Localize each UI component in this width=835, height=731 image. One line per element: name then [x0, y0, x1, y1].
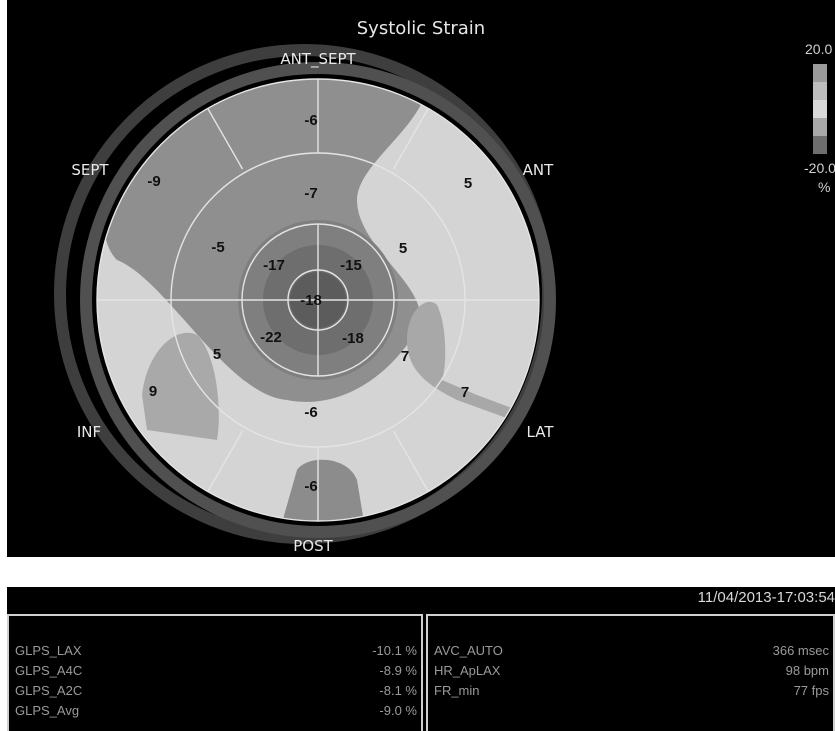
bullseye-viewer: ANT_SEPT ANT SEPT INF LAT POST -6 -9 5 9…	[7, 0, 835, 557]
timing-table: AVC_AUTO 366 msec HR_ApLAX 98 bpm FR_min…	[426, 614, 835, 731]
table-row: GLPS_A4C -8.9 %	[15, 663, 417, 681]
segment-value: 5	[399, 240, 407, 257]
label-sept: SEPT	[71, 161, 109, 179]
row-label: FR_min	[434, 683, 480, 698]
strain-region-inferior	[142, 332, 219, 440]
segment-value: 9	[149, 383, 157, 400]
segment-value: 7	[401, 348, 409, 365]
strain-region-lateral	[407, 301, 517, 420]
row-label: AVC_AUTO	[434, 643, 503, 658]
label-ant: ANT	[523, 161, 554, 179]
scale-unit: %	[818, 179, 831, 195]
row-label: GLPS_A2C	[15, 683, 83, 698]
segment-value: -6	[304, 112, 317, 129]
bullseye-plot: ANT_SEPT ANT SEPT INF LAT POST -6 -9 5 9…	[54, 44, 556, 555]
table-row: FR_min 77 fps	[434, 683, 829, 701]
segment-value: -6	[304, 404, 317, 421]
row-value: -8.9 %	[379, 663, 417, 678]
color-scale-bar	[813, 64, 827, 154]
row-value: 98 bpm	[785, 663, 829, 678]
row-label: GLPS_A4C	[15, 663, 83, 678]
row-label: GLPS_LAX	[15, 643, 82, 658]
segment-value: -15	[340, 257, 362, 274]
segment-value: -6	[304, 478, 317, 495]
segment-value: -18	[300, 292, 322, 309]
segment-value: -17	[263, 257, 285, 274]
table-row: GLPS_LAX -10.1 %	[15, 643, 417, 661]
segment-grid	[96, 78, 540, 522]
timestamp: 11/04/2013-17:03:54	[697, 589, 835, 606]
table-row: GLPS_A2C -8.1 %	[15, 683, 417, 701]
segment-value: 7	[461, 384, 469, 401]
scale-min: -20.0	[804, 160, 835, 176]
row-value: 366 msec	[772, 643, 829, 658]
glps-table: GLPS_LAX -10.1 % GLPS_A4C -8.9 % GLPS_A2…	[7, 614, 423, 731]
row-value: -10.1 %	[372, 643, 417, 658]
outer-ring	[80, 62, 556, 538]
label-ant-sept: ANT_SEPT	[280, 50, 356, 69]
label-inf: INF	[77, 423, 101, 441]
table-row: AVC_AUTO 366 msec	[434, 643, 829, 661]
segment-value: 5	[464, 175, 472, 192]
measurement-panel: 11/04/2013-17:03:54 GLPS_LAX -10.1 % GLP…	[7, 587, 835, 731]
label-post: POST	[293, 537, 333, 555]
segment-value: -9	[147, 173, 160, 190]
row-label: GLPS_Avg	[15, 703, 80, 718]
row-value: -8.1 %	[379, 683, 417, 698]
row-value: 77 fps	[793, 683, 829, 698]
row-value: -9.0 %	[379, 703, 417, 718]
scale-max: 20.0	[805, 41, 833, 57]
segment-value: 5	[213, 346, 221, 363]
segment-value: -18	[342, 330, 364, 347]
row-label: HR_ApLAX	[434, 663, 501, 678]
segment-value: -7	[304, 185, 317, 202]
plot-title: Systolic Strain	[356, 18, 486, 39]
segment-value: -5	[211, 239, 224, 256]
table-row: HR_ApLAX 98 bpm	[434, 663, 829, 681]
table-row: GLPS_Avg -9.0 %	[15, 703, 417, 721]
segment-value: -22	[260, 329, 282, 346]
label-lat: LAT	[527, 423, 555, 441]
